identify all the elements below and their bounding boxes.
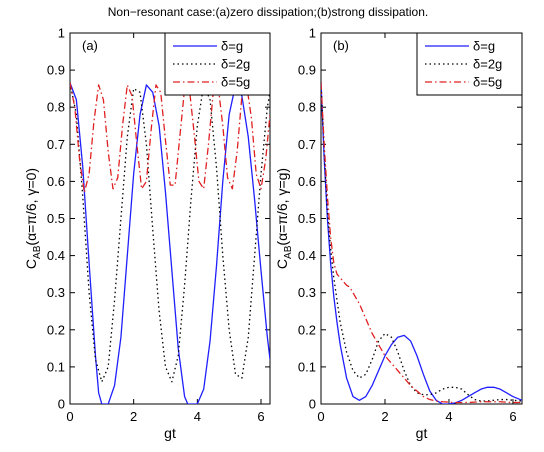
x-tick-label-b: 0 (317, 409, 324, 424)
x-tick-label-a: 0 (66, 409, 73, 424)
y-tick-label-b: 0.6 (298, 174, 316, 189)
panel-a: 0 0.1 0.2 0.3 0.4 0.5 0.6 0.7 0.8 0.9 1 0 2 4 6 gt CAB(α… (23, 26, 271, 441)
series-line-a-2 (70, 82, 270, 383)
y-tick-label-b: 0.4 (298, 248, 316, 263)
legend-entry-b: δ=g (473, 39, 495, 54)
y-tick-label-a: 0.8 (47, 100, 65, 115)
x-tick-label-a: 4 (194, 409, 201, 424)
y-tick-label-a: 0.2 (47, 322, 65, 337)
panel-b: 0 0.1 0.2 0.3 0.4 0.5 0.6 0.7 0.8 0.9 1 0 2 4 6 gt CAB(α… (274, 26, 523, 441)
series-line-a-1 (70, 82, 270, 404)
y-tick-label-a: 1 (58, 26, 65, 41)
y-tick-label-b: 0.8 (298, 100, 316, 115)
legend-b (416, 32, 523, 96)
y-tick-label-b: 0.2 (298, 322, 316, 337)
y-tick-label-b: 0.3 (298, 285, 316, 300)
y-tick-label-a: 0.3 (47, 285, 65, 300)
panel-tag-b: (b) (333, 38, 349, 53)
x-tick-label-a: 6 (257, 409, 264, 424)
legend-entry-a: δ=2g (221, 57, 250, 72)
x-tick-label-b: 6 (509, 409, 516, 424)
y-tick-label-a: 0.7 (47, 137, 65, 152)
y-tick-label-a: 0.9 (47, 63, 65, 78)
legend-entry-a: δ=5g (221, 75, 250, 90)
x-tick-label-b: 2 (381, 409, 388, 424)
figure-title: Non−resonant case:(a)zero dissipation;(b… (108, 5, 429, 19)
y-tick-label-b: 0 (309, 397, 316, 412)
y-tick-label-b: 0.9 (298, 63, 316, 78)
y-axis-label-a: CAB(α=π/6, γ=0) (23, 168, 43, 269)
y-tick-label-a: 0.6 (47, 174, 65, 189)
legend-entry-b: δ=5g (473, 75, 502, 90)
y-tick-label-a: 0 (58, 397, 65, 412)
series-line-b-1 (321, 82, 522, 404)
legend-entry-b: δ=2g (473, 57, 502, 72)
series-line-b-2 (321, 82, 522, 402)
y-tick-label-b: 0.5 (298, 211, 316, 226)
plot-area-b (321, 82, 522, 404)
y-tick-label-b: 1 (309, 26, 316, 41)
x-tick-label-a: 2 (130, 409, 137, 424)
y-tick-label-b: 0.1 (298, 359, 316, 374)
series-line-a-3 (70, 82, 270, 194)
series-line-b-3 (321, 82, 522, 404)
y-tick-label-a: 0.4 (47, 248, 65, 263)
plot-area-a (70, 82, 270, 404)
legend-a (164, 32, 271, 96)
y-tick-label-b: 0.7 (298, 137, 316, 152)
panel-tag-a: (a) (82, 38, 98, 53)
x-tick-label-b: 4 (445, 409, 452, 424)
x-axis-label-b: gt (416, 425, 428, 441)
legend-entry-a: δ=g (221, 39, 243, 54)
y-tick-label-a: 0.5 (47, 211, 65, 226)
y-tick-label-a: 0.1 (47, 359, 65, 374)
x-axis-label-a: gt (164, 425, 176, 441)
y-axis-label-b: CAB(α=π/6, γ=g) (274, 168, 294, 269)
